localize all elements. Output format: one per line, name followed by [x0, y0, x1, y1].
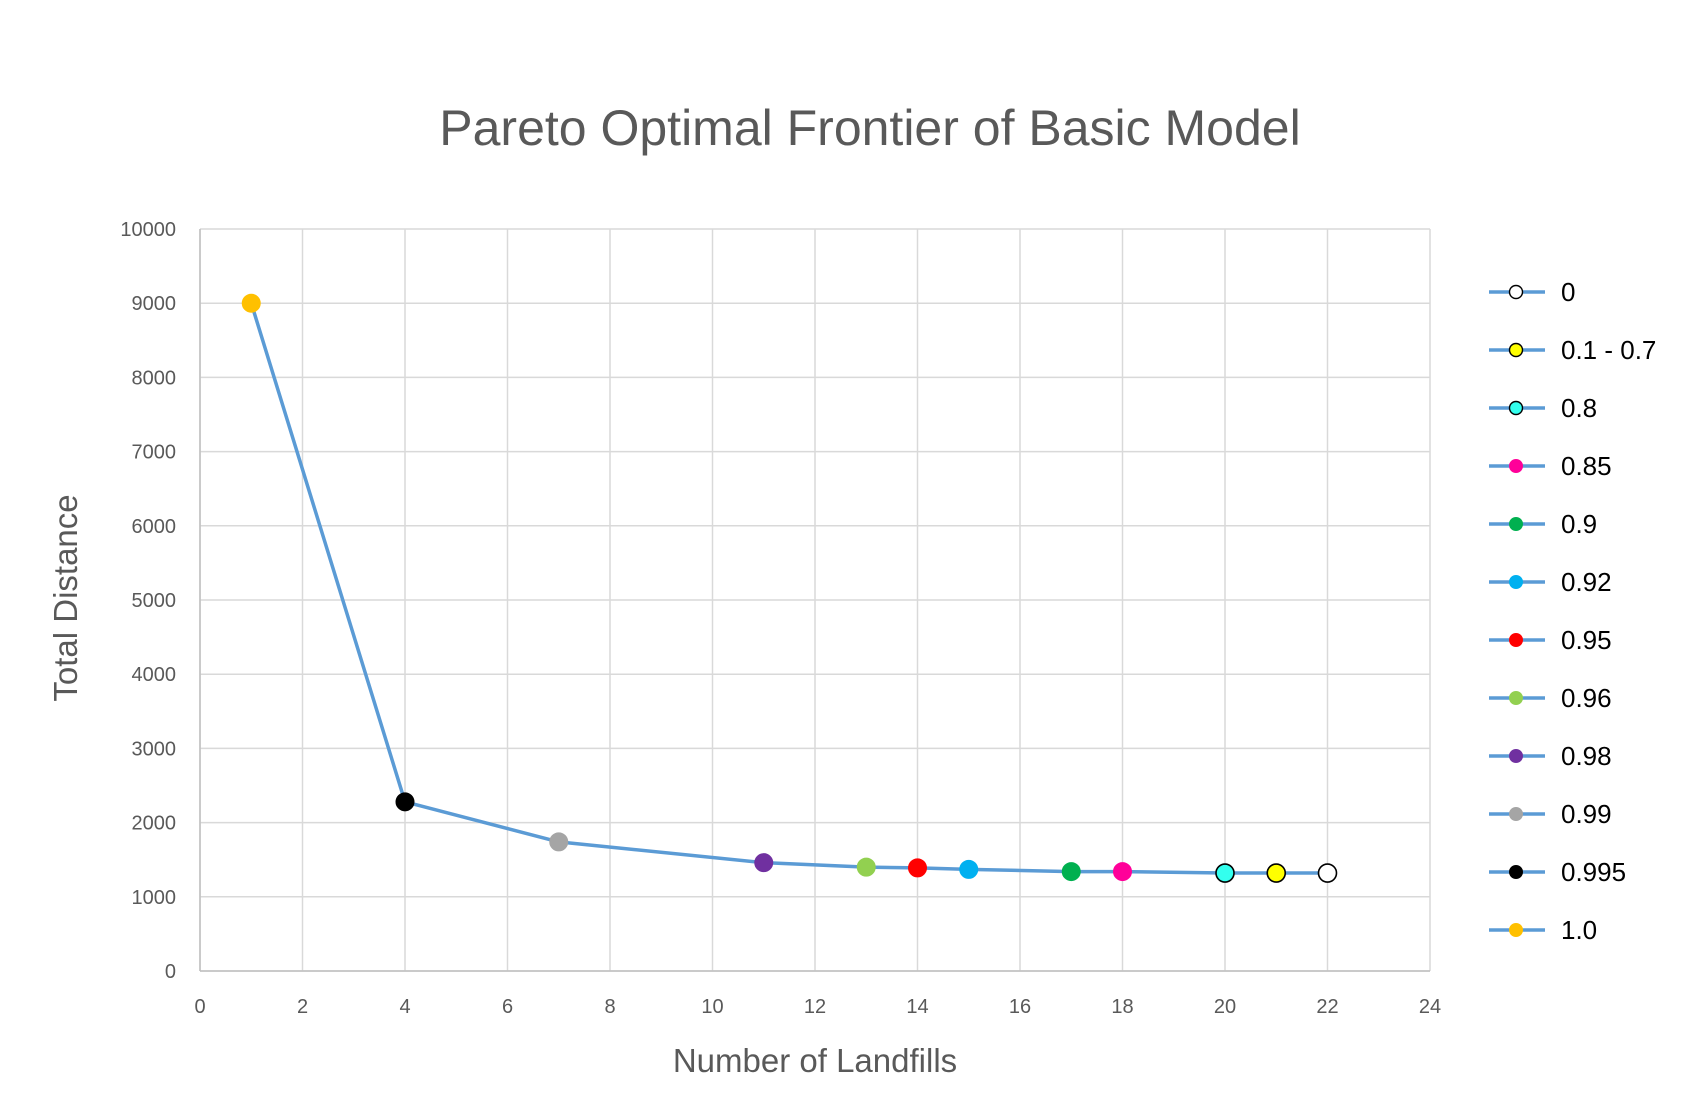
y-tick-label: 4000 [132, 664, 177, 686]
legend-item: 0.995 [1489, 857, 1626, 887]
legend-item: 0 [1489, 277, 1575, 307]
legend-marker [1509, 575, 1523, 589]
legend-label: 0.85 [1561, 451, 1612, 481]
legend-item: 0.1 - 0.7 [1489, 335, 1656, 365]
legend-item: 0.92 [1489, 567, 1612, 597]
legend-label: 1.0 [1561, 915, 1597, 945]
x-tick-label: 14 [906, 996, 928, 1018]
legend-item: 0.98 [1489, 741, 1612, 771]
legend-marker [1509, 749, 1523, 763]
gridlines [199, 228, 1431, 972]
legend-label: 0.98 [1561, 741, 1612, 771]
x-tick-label: 8 [604, 996, 615, 1018]
x-axis-title: Number of Landfills [673, 1042, 957, 1079]
y-tick-label: 8000 [132, 367, 177, 389]
legend-marker [1509, 633, 1523, 647]
x-tick-label: 16 [1009, 996, 1031, 1018]
y-tick-label: 1000 [132, 887, 177, 909]
data-point [395, 792, 415, 812]
x-tick-label: 12 [804, 996, 826, 1018]
y-tick-labels: 0 1000 2000 3000 4000 5000 6000 7000 8000 9000 100… [120, 219, 176, 983]
y-tick-label: 9000 [132, 293, 177, 315]
y-tick-label: 0 [165, 961, 176, 983]
legend-item: 0.99 [1489, 799, 1612, 829]
legend-marker [1509, 517, 1523, 531]
data-point [908, 858, 927, 878]
data-point [549, 832, 569, 852]
y-tick-label: 7000 [132, 442, 177, 464]
legend-label: 0.995 [1561, 857, 1626, 887]
legend-marker [1509, 459, 1523, 473]
data-point [1266, 863, 1287, 883]
x-tick-label: 4 [399, 996, 410, 1018]
data-point [1061, 862, 1081, 882]
x-tick-label: 10 [701, 996, 723, 1018]
data-point [856, 857, 876, 877]
y-tick-label: 3000 [132, 738, 177, 760]
y-tick-label: 2000 [132, 813, 177, 835]
chart-title: Pareto Optimal Frontier of Basic Model [439, 100, 1300, 156]
data-point [959, 859, 979, 879]
x-tick-label: 6 [502, 996, 513, 1018]
legend-item: 0.96 [1489, 683, 1612, 713]
legend-label: 0.92 [1561, 567, 1612, 597]
legend-marker [1509, 691, 1523, 705]
y-tick-label: 10000 [120, 219, 176, 241]
legend-label: 0.95 [1561, 625, 1612, 655]
y-tick-label: 5000 [132, 590, 177, 612]
data-point [1113, 862, 1132, 882]
x-tick-label: 18 [1111, 996, 1133, 1018]
y-axis-title: Total Distance [47, 494, 84, 701]
x-tick-label: 22 [1316, 996, 1338, 1018]
data-point [754, 853, 774, 873]
x-tick-label: 0 [194, 996, 205, 1018]
legend-marker [1509, 865, 1523, 879]
legend-item: 0.8 [1489, 393, 1597, 423]
legend-label: 0 [1561, 277, 1575, 307]
data-point [1215, 863, 1235, 883]
legend-label: 0.9 [1561, 509, 1597, 539]
legend-label: 0.99 [1561, 799, 1612, 829]
legend-item: 0.95 [1489, 625, 1612, 655]
x-tick-label: 24 [1419, 996, 1441, 1018]
legend-item: 0.9 [1489, 509, 1597, 539]
legend-marker [1508, 342, 1524, 358]
series-markers [241, 293, 1338, 883]
axes [199, 229, 1430, 972]
legend-marker [1508, 400, 1524, 416]
legend-item: 0.85 [1489, 451, 1612, 481]
x-tick-label: 20 [1214, 996, 1236, 1018]
legend-label: 0.96 [1561, 683, 1612, 713]
data-point [1317, 863, 1338, 883]
legend-marker [1509, 923, 1523, 937]
legend-item: 1.0 [1489, 915, 1597, 945]
legend-marker [1508, 284, 1524, 300]
data-point [241, 293, 261, 313]
legend-label: 0.8 [1561, 393, 1597, 423]
x-tick-labels: 0 2 4 6 8 10 12 14 16 18 20 22 24 [194, 996, 1441, 1018]
y-tick-label: 6000 [132, 516, 177, 538]
legend-label: 0.1 - 0.7 [1561, 335, 1656, 365]
legend: 0 0.1 - 0.7 0.8 0.85 0.9 0.92 0.95 0.96 0.98 0.99… [1489, 277, 1656, 945]
legend-marker [1509, 807, 1523, 821]
x-tick-label: 2 [297, 996, 308, 1018]
